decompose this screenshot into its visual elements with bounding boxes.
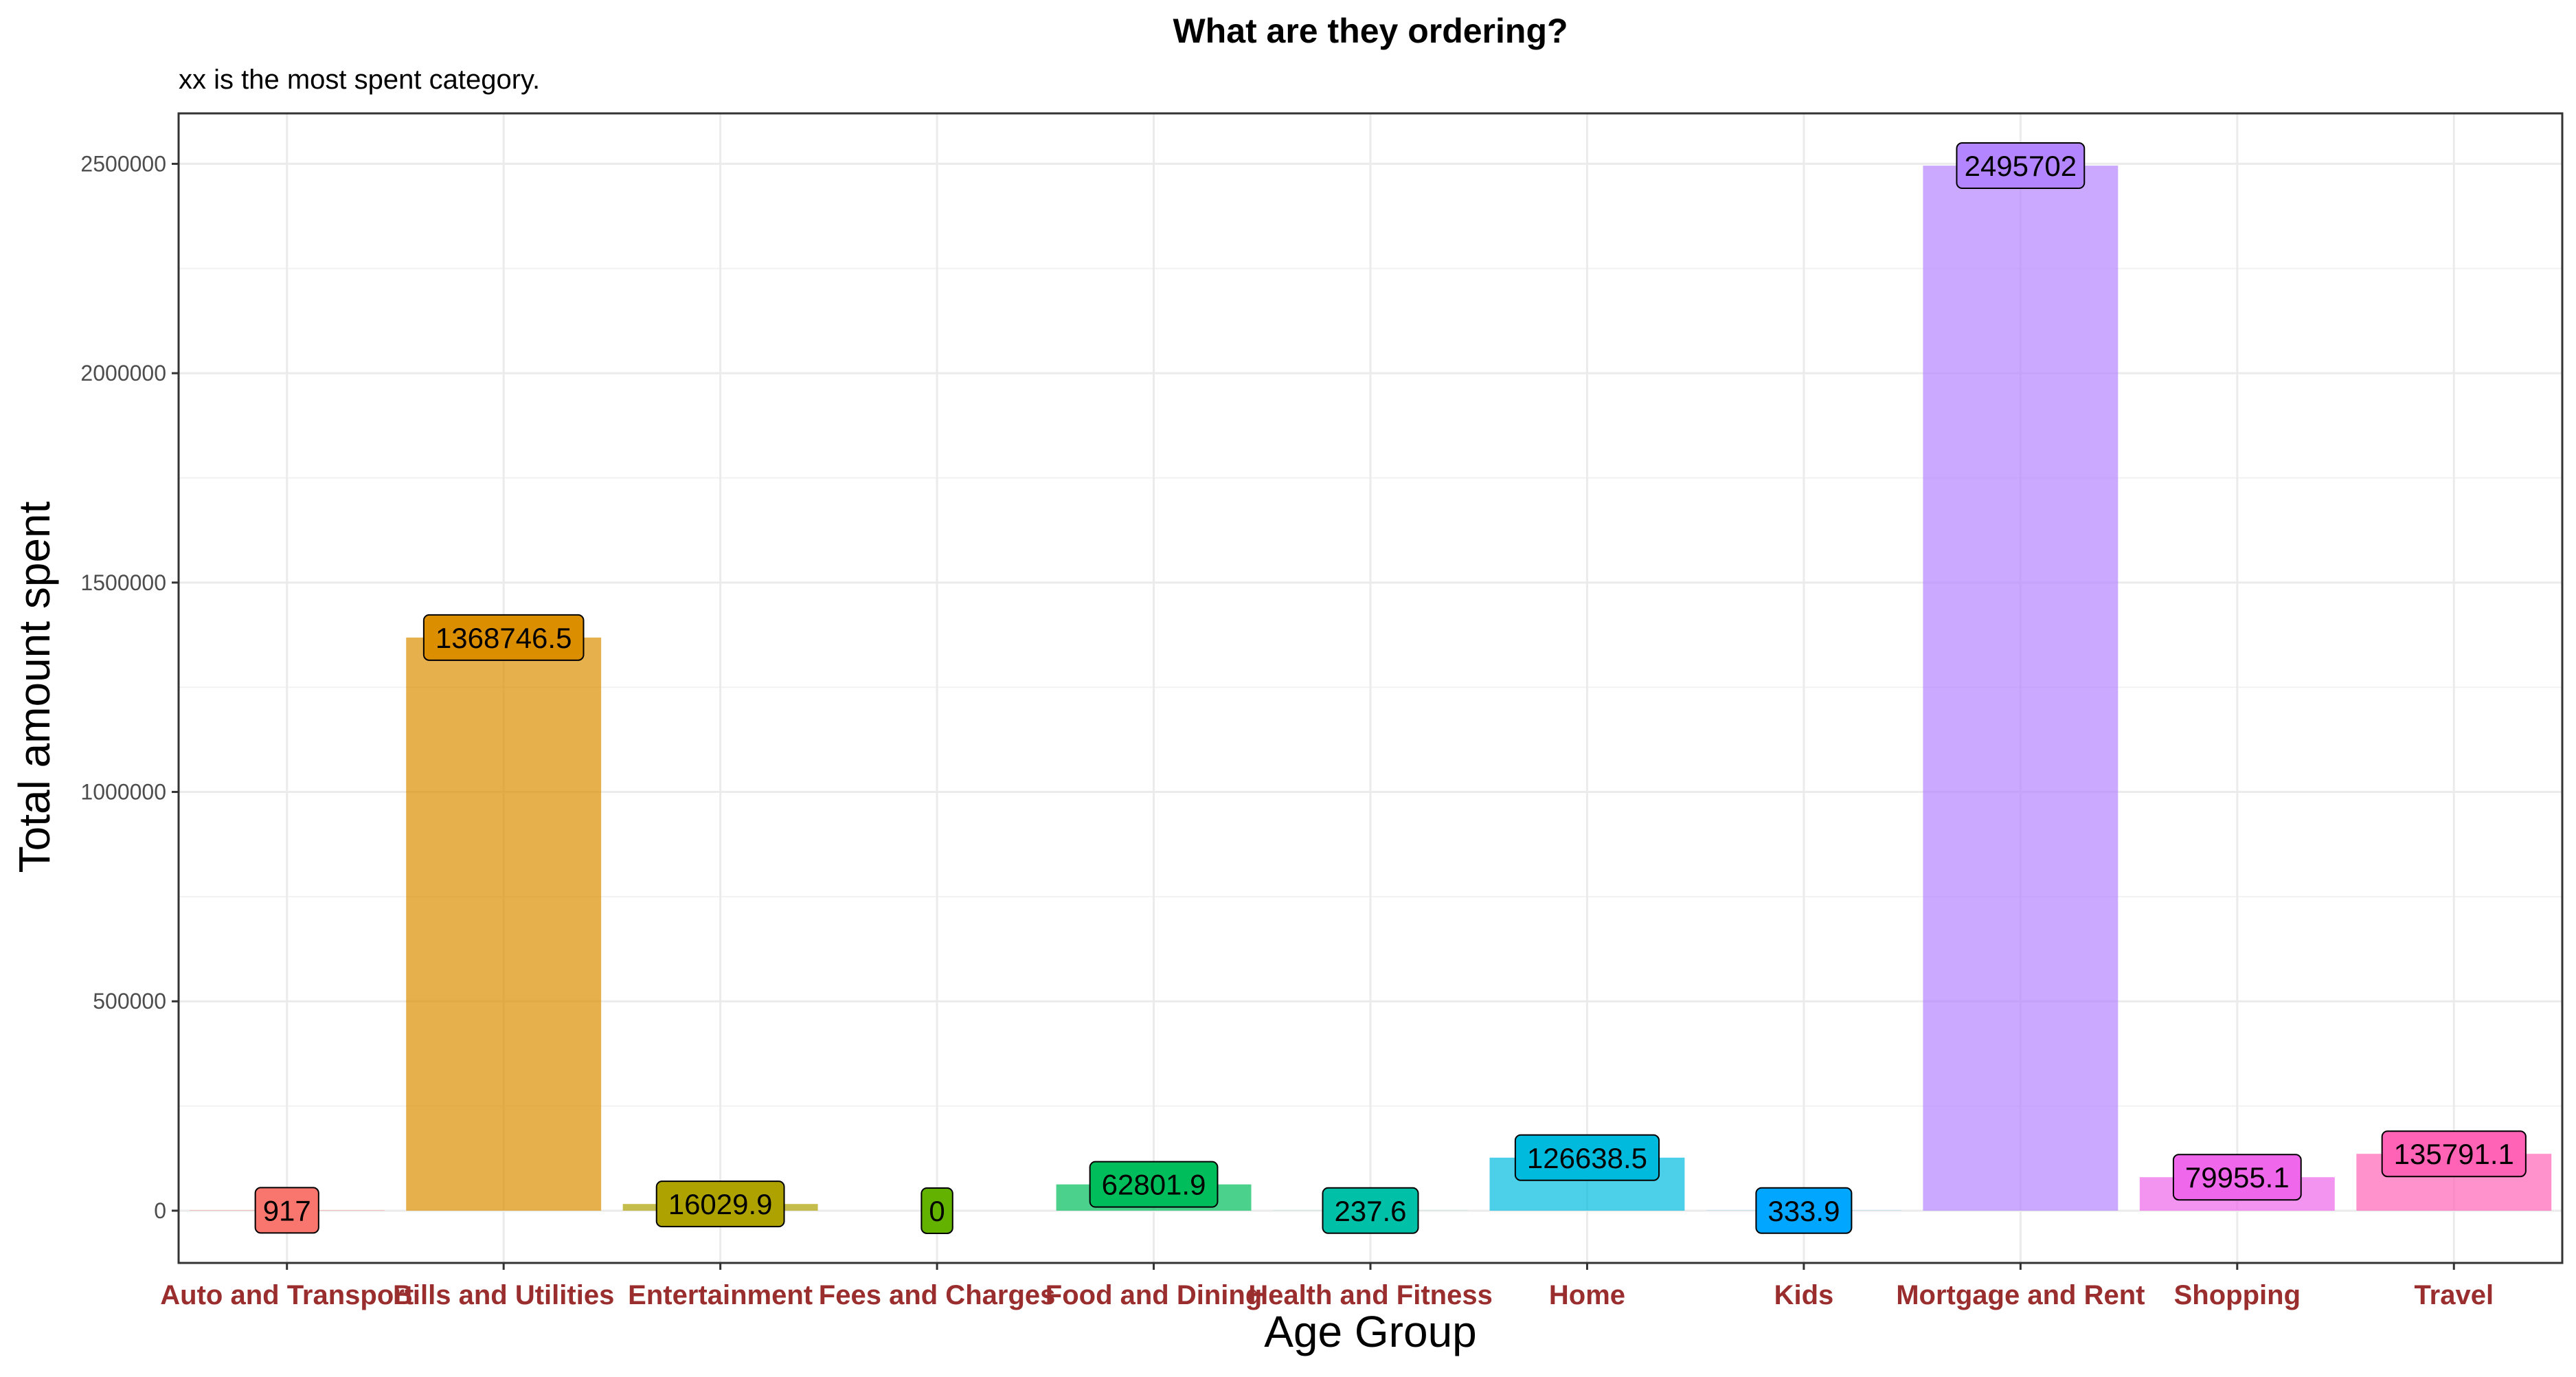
- x-tick-label: Fees and Charges: [819, 1280, 1056, 1310]
- data-label: 2495702: [1956, 143, 2084, 188]
- y-tick-label: 1000000: [80, 780, 166, 805]
- chart-title: What are they ordering?: [1173, 12, 1568, 50]
- bar-bills-and-utilities: [406, 638, 601, 1211]
- data-label-text: 1368746.5: [436, 622, 572, 654]
- data-label-text: 16029.9: [668, 1188, 773, 1220]
- data-label-text: 135791.1: [2394, 1138, 2514, 1170]
- y-tick-label: 2500000: [80, 151, 166, 176]
- data-label-text: 79955.1: [2185, 1161, 2290, 1194]
- data-label-text: 0: [929, 1195, 945, 1227]
- data-label: 62801.9: [1090, 1162, 1218, 1207]
- data-label-text: 126638.5: [1527, 1142, 1647, 1174]
- x-tick-label: Mortgage and Rent: [1896, 1280, 2145, 1310]
- x-tick-label: Kids: [1774, 1280, 1834, 1310]
- y-tick-label: 500000: [93, 989, 166, 1014]
- y-tick-label: 0: [154, 1198, 166, 1223]
- x-tick-label: Entertainment: [628, 1280, 813, 1310]
- x-tick-label: Home: [1549, 1280, 1625, 1310]
- data-label-text: 2495702: [1965, 150, 2077, 182]
- x-axis-title: Age Group: [1264, 1307, 1477, 1356]
- data-label: 237.6: [1323, 1188, 1419, 1233]
- x-tick-label: Travel: [2414, 1280, 2494, 1310]
- bar-mortgage-and-rent: [1923, 166, 2118, 1211]
- data-label: 126638.5: [1515, 1135, 1659, 1180]
- data-label: 1368746.5: [424, 615, 584, 660]
- x-tick-label: Shopping: [2174, 1280, 2301, 1310]
- x-tick-label: Food and Dining: [1046, 1280, 1263, 1310]
- data-label-text: 917: [263, 1194, 311, 1227]
- data-label: 0: [921, 1188, 952, 1233]
- data-label: 333.9: [1756, 1188, 1851, 1233]
- data-label-text: 62801.9: [1102, 1169, 1206, 1201]
- x-tick-label: Health and Fitness: [1248, 1280, 1493, 1310]
- data-label-text: 237.6: [1334, 1195, 1406, 1227]
- data-label: 16029.9: [657, 1181, 784, 1227]
- y-tick-label: 1500000: [80, 570, 166, 595]
- x-tick-label: Bills and Utilities: [393, 1280, 614, 1310]
- data-label: 79955.1: [2173, 1154, 2301, 1200]
- x-tick-label: Auto and Transport: [160, 1280, 414, 1310]
- y-axis-title: Total amount spent: [10, 501, 59, 873]
- y-tick-label: 2000000: [80, 361, 166, 385]
- chart-subtitle: xx is the most spent category.: [179, 65, 540, 95]
- data-label: 135791.1: [2382, 1131, 2526, 1176]
- data-label: 917: [256, 1187, 319, 1233]
- data-label-text: 333.9: [1767, 1195, 1840, 1227]
- plot-panel: 917 1368746.5 16029.9 0 62801.9 237.6 126638.5…: [80, 113, 2562, 1310]
